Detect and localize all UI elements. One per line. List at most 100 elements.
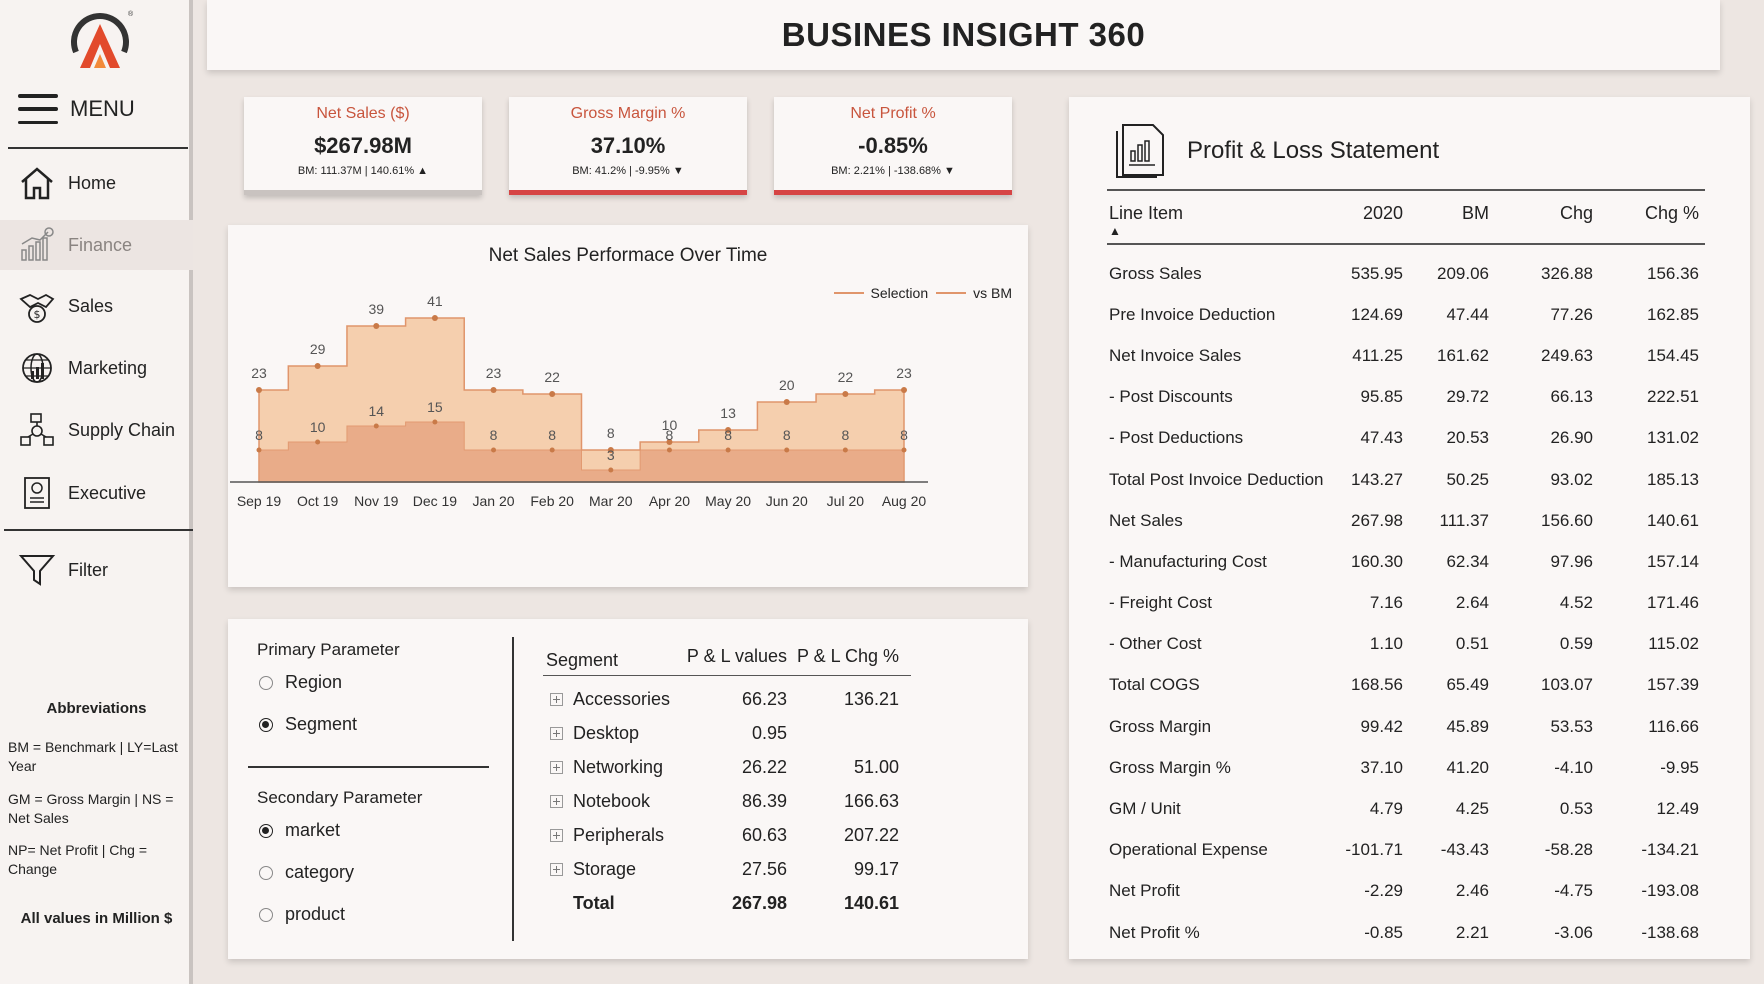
value-chg-pct: -134.21: [1641, 840, 1699, 860]
sidebar-item-finance[interactable]: Finance: [0, 220, 193, 270]
column-header[interactable]: BM: [1462, 203, 1489, 223]
column-header[interactable]: Chg %: [1644, 203, 1699, 223]
x-tick-label: May 20: [705, 493, 751, 509]
radio-region[interactable]: Region: [259, 672, 342, 693]
kpi-title: Net Profit %: [850, 105, 936, 122]
menu-label: MENU: [70, 96, 135, 121]
value-2020: 4.79: [1369, 799, 1403, 819]
kpi-card-net-profit[interactable]: Net Profit % -0.85% BM: 2.21% | -138.68%…: [774, 97, 1012, 195]
value-2020: 535.95: [1351, 263, 1403, 283]
kpi-value: 37.10%: [590, 133, 666, 158]
sidebar-item-marketing[interactable]: Marketing: [0, 343, 193, 393]
sidebar-item-label: Marketing: [68, 357, 148, 378]
radio-segment[interactable]: Segment: [259, 714, 357, 735]
kpi-value: $267.98M: [314, 133, 412, 158]
pl-chg: 207.22: [843, 824, 899, 845]
column-header[interactable]: 2020: [1362, 203, 1403, 223]
value-chg: 156.60: [1541, 510, 1593, 530]
radio-market[interactable]: market: [259, 820, 340, 841]
value-2020: 1.10: [1369, 634, 1403, 654]
pl-chg: 166.63: [843, 790, 899, 811]
expand-icon[interactable]: [550, 862, 563, 876]
parameter-divider: [248, 766, 489, 768]
expand-icon[interactable]: [550, 828, 563, 842]
total-label: Total: [573, 892, 615, 913]
table-row: Pre Invoice Deduction 124.69 47.44 77.26 162…: [1109, 294, 1705, 335]
radio-category[interactable]: category: [259, 862, 354, 883]
filter-button[interactable]: Filter: [0, 545, 193, 595]
pl-header-row: Line Item 2020 BM Chg Chg %: [1109, 203, 1705, 224]
line-item: Gross Margin %: [1109, 757, 1231, 777]
data-label-selection: 20: [779, 377, 795, 393]
radio-button: [259, 675, 273, 690]
data-point-selection: [783, 399, 790, 405]
value-bm: 2.64: [1455, 593, 1489, 613]
segment-name: Notebook: [573, 790, 651, 811]
kpi-card-gross-margin[interactable]: Gross Margin % 37.10% BM: 41.2% | -9.95%…: [509, 97, 747, 195]
expand-icon[interactable]: [550, 794, 563, 808]
data-point-bm: [549, 447, 555, 453]
table-row: Gross Margin % 37.10 41.20 -4.10 -9.95: [1109, 747, 1705, 788]
line-item: Gross Margin: [1109, 716, 1212, 736]
line-item: - Manufacturing Cost: [1109, 551, 1267, 571]
table-row: - Post Discounts 95.85 29.72 66.13 222.51: [1109, 377, 1705, 418]
column-header[interactable]: Segment: [546, 650, 619, 670]
expand-icon[interactable]: [550, 692, 563, 706]
data-label-selection: 23: [896, 365, 912, 381]
expand-icon[interactable]: [550, 760, 563, 774]
table-row: GM / Unit 4.79 4.25 0.53 12.49: [1109, 788, 1705, 829]
value-2020: 99.42: [1360, 716, 1403, 736]
sidebar-item-home[interactable]: Home: [0, 158, 193, 208]
data-label-bm: 15: [427, 399, 443, 415]
sidebar-item-executive[interactable]: Executive: [0, 468, 193, 518]
x-tick-label: Oct 19: [297, 493, 338, 509]
pl-divider: [1107, 189, 1705, 191]
kpi-benchmark: BM: 2.21% | -138.68% ▼: [831, 165, 955, 177]
table-row: Notebook 86.39 166.63: [543, 784, 911, 818]
legend-swatch: [833, 292, 864, 294]
kpi-title: Gross Margin %: [570, 105, 686, 122]
kpi-card-net-sales[interactable]: Net Sales ($) $267.98M BM: 111.37M | 140…: [244, 97, 482, 195]
menu-toggle[interactable]: MENU: [18, 94, 135, 124]
sidebar-item-sales[interactable]: $ Sales: [0, 281, 193, 331]
sidebar: ® MENU Home Finance $ Sales Marketing Su…: [0, 0, 193, 984]
value-bm: 161.62: [1437, 345, 1489, 365]
value-2020: 411.25: [1352, 345, 1403, 365]
kpi-benchmark: BM: 111.37M | 140.61% ▲: [297, 165, 429, 177]
sidebar-item-label: Supply Chain: [68, 419, 176, 440]
radio-button: [259, 865, 273, 880]
expand-icon[interactable]: [550, 726, 563, 740]
data-point-selection: [666, 439, 673, 445]
line-item: Total COGS: [1109, 675, 1200, 695]
value-chg: -58.28: [1544, 840, 1593, 860]
radio-label: Segment: [285, 714, 358, 734]
table-row: Total Post Invoice Deduction 143.27 50.25 9…: [1109, 459, 1705, 500]
value-bm: 20.53: [1446, 428, 1489, 448]
value-chg: 93.02: [1550, 469, 1593, 489]
abbreviations-title: Abbreviations: [46, 700, 147, 717]
pl-value: 66.23: [741, 688, 787, 709]
value-chg: 66.13: [1550, 387, 1593, 407]
data-point-selection: [842, 391, 849, 397]
column-header[interactable]: P & L values: [686, 646, 787, 666]
line-item: Gross Sales: [1109, 263, 1202, 283]
value-2020: 37.10: [1360, 757, 1403, 777]
column-header[interactable]: Line Item: [1109, 203, 1184, 223]
value-chg: 326.88: [1541, 263, 1593, 283]
column-header[interactable]: Chg: [1559, 203, 1593, 223]
sidebar-divider: [4, 529, 193, 531]
value-chg: 4.52: [1559, 593, 1593, 613]
line-item: - Post Discounts: [1109, 387, 1233, 407]
value-2020: -0.85: [1364, 922, 1403, 942]
value-bm: 4.25: [1455, 799, 1489, 819]
radio-button: [259, 823, 273, 838]
value-chg-pct: 185.13: [1647, 469, 1699, 489]
radio-product[interactable]: product: [259, 904, 345, 925]
pl-value: 60.63: [741, 824, 787, 845]
sort-ascending-icon[interactable]: ▲: [1109, 224, 1121, 238]
column-header[interactable]: P & L Chg %: [796, 646, 899, 666]
value-chg-pct: 131.02: [1647, 428, 1699, 448]
sidebar-item-supply-chain[interactable]: Supply Chain: [0, 405, 193, 455]
filter-label: Filter: [68, 559, 108, 580]
total-value: 267.98: [731, 892, 787, 913]
